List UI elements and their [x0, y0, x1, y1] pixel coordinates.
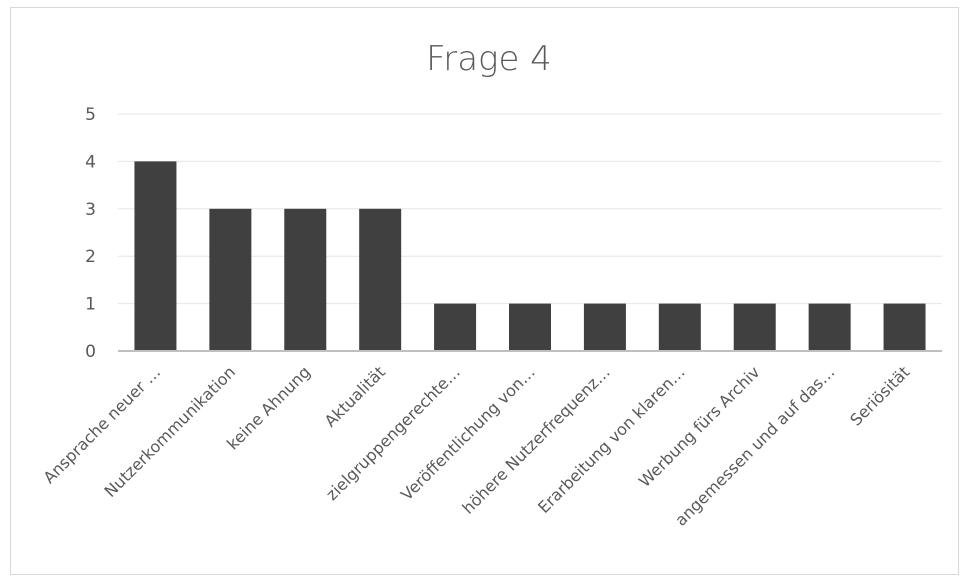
- bar: [284, 208, 327, 351]
- bar: [883, 303, 926, 351]
- y-tick-label: 5: [85, 105, 96, 125]
- gridlines: [118, 113, 942, 305]
- x-category-label: Nutzerkommunikation: [101, 362, 240, 501]
- x-axis-category-labels: Ansprache neuer …Nutzerkommunikationkein…: [40, 362, 914, 529]
- y-tick-label: 0: [85, 342, 96, 362]
- x-category-label: Erarbeitung von klaren…: [534, 362, 689, 517]
- y-tick-label: 4: [85, 152, 96, 172]
- y-tick-label: 1: [85, 295, 96, 315]
- bar: [359, 208, 402, 351]
- x-category-label: Werbung fürs Archiv: [635, 362, 764, 491]
- y-tick-label: 2: [85, 247, 96, 267]
- bar: [808, 303, 851, 351]
- bar: [209, 208, 252, 351]
- bar: [434, 303, 477, 351]
- y-tick-label: 3: [85, 200, 96, 220]
- bar: [583, 303, 626, 351]
- x-category-label: höhere Nutzerfrequenz…: [458, 362, 613, 517]
- x-category-label: zielgruppengerechte…: [322, 362, 464, 504]
- bar: [658, 303, 701, 351]
- bars: [134, 161, 926, 351]
- x-category-label: Veröffentlichung von…: [397, 362, 539, 504]
- chart-title: Frage 4: [426, 39, 552, 79]
- bar: [733, 303, 776, 351]
- x-category-label: Seriösität: [846, 362, 913, 429]
- bar: [134, 161, 177, 351]
- y-axis-tick-labels: 0 1 2 3 4 5: [85, 105, 96, 362]
- x-category-label: angemessen und auf das…: [671, 362, 838, 529]
- x-category-label: Aktualität: [321, 362, 389, 430]
- bar: [509, 303, 551, 351]
